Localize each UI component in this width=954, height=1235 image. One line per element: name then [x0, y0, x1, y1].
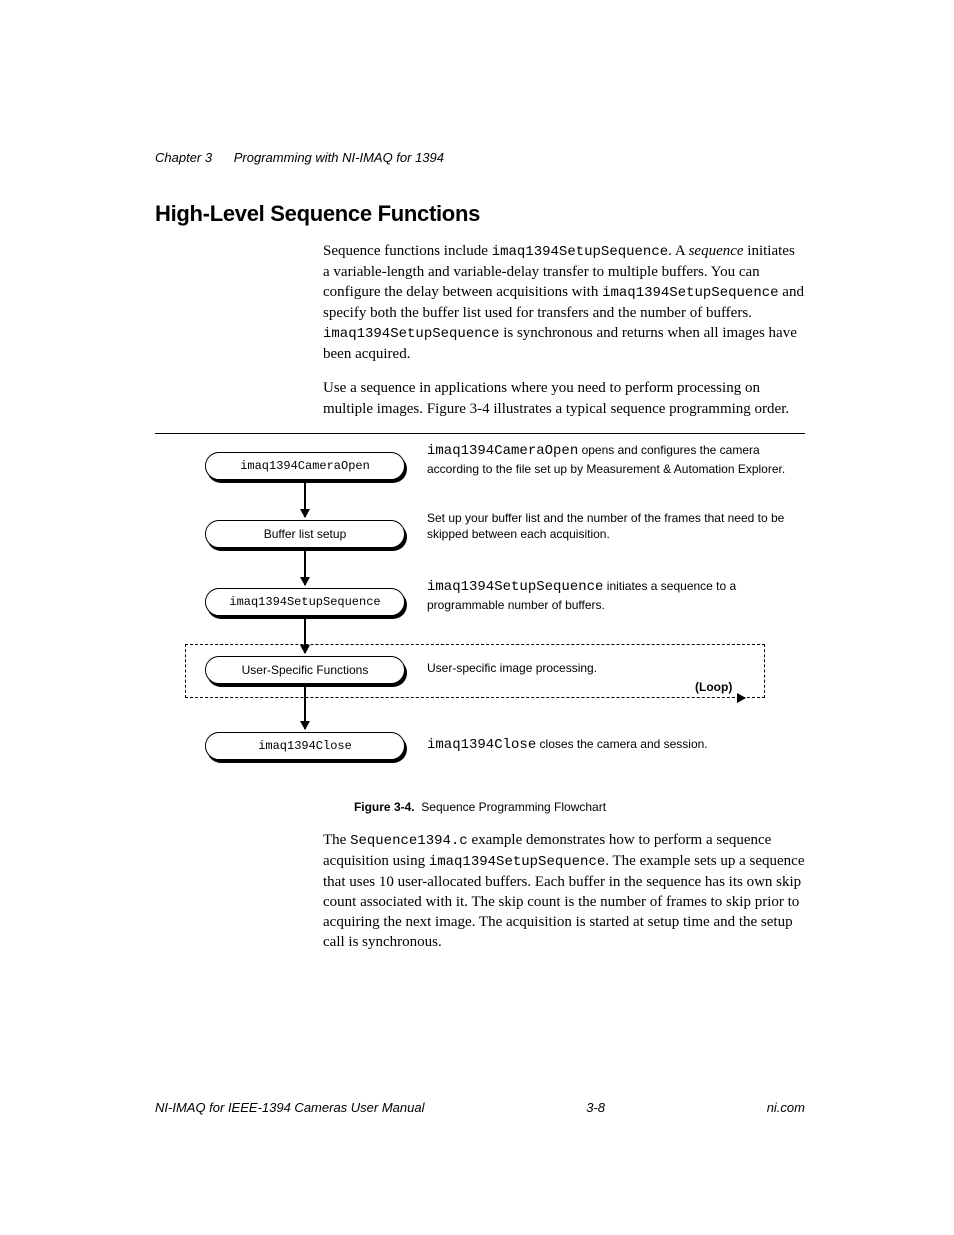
chapter-title: Programming with NI-IMAQ for 1394 — [234, 150, 444, 165]
flowchart-node: imaq1394CameraOpen — [205, 452, 405, 480]
node-description: imaq1394Close closes the camera and sess… — [427, 736, 787, 755]
flowchart-node: Buffer list setup — [205, 520, 405, 548]
footer-page-number: 3-8 — [586, 1100, 605, 1115]
node-description: imaq1394SetupSequence initiates a sequen… — [427, 578, 787, 613]
node-description: Set up your buffer list and the number o… — [427, 510, 787, 542]
figure-caption-text: Sequence Programming Flowchart — [421, 800, 606, 814]
figure-divider-top — [155, 433, 805, 434]
node-description: User-specific image processing. — [427, 660, 787, 676]
flow-arrow — [304, 551, 306, 585]
paragraph-1: Sequence functions include imaq1394Setup… — [323, 241, 805, 364]
figure-caption: Figure 3-4. Sequence Programming Flowcha… — [155, 800, 805, 814]
sequence-flowchart: (Loop) imaq1394CameraOpen imaq1394CameraOp… — [155, 442, 805, 782]
node-label: imaq1394Close — [258, 739, 352, 753]
figure-label: Figure 3-4. — [354, 800, 415, 814]
loop-label: (Loop) — [695, 680, 732, 694]
footer-left: NI-IMAQ for IEEE-1394 Cameras User Manua… — [155, 1100, 424, 1115]
body-text-block-1: Sequence functions include imaq1394Setup… — [323, 241, 805, 419]
paragraph-3: The Sequence1394.c example demonstrates … — [323, 830, 805, 953]
paragraph-2: Use a sequence in applications where you… — [323, 378, 805, 419]
node-description: imaq1394CameraOpen opens and configures … — [427, 442, 787, 477]
flow-arrow — [304, 619, 306, 653]
flowchart-node: User-Specific Functions — [205, 656, 405, 684]
chapter-number: Chapter 3 — [155, 150, 212, 165]
flowchart-node: imaq1394SetupSequence — [205, 588, 405, 616]
node-label: imaq1394SetupSequence — [229, 595, 380, 609]
footer-right: ni.com — [767, 1100, 805, 1115]
loop-arrowhead-icon — [737, 693, 746, 703]
node-label: imaq1394CameraOpen — [240, 459, 370, 473]
flow-arrow — [304, 483, 306, 517]
flow-arrow — [304, 687, 306, 729]
chapter-header: Chapter 3 Programming with NI-IMAQ for 1… — [155, 150, 805, 165]
page-footer: NI-IMAQ for IEEE-1394 Cameras User Manua… — [155, 1100, 805, 1115]
body-text-block-2: The Sequence1394.c example demonstrates … — [323, 830, 805, 953]
flowchart-node: imaq1394Close — [205, 732, 405, 760]
page-content: Chapter 3 Programming with NI-IMAQ for 1… — [155, 150, 805, 967]
section-title: High-Level Sequence Functions — [155, 201, 805, 227]
